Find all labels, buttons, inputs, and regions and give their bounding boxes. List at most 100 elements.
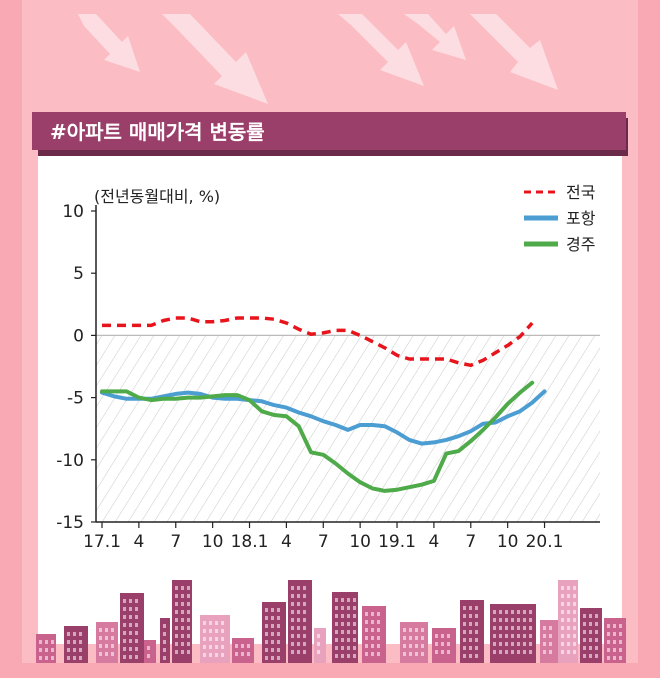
building-window xyxy=(347,654,350,658)
building-window xyxy=(493,610,496,614)
building-window xyxy=(475,606,478,610)
building-window xyxy=(135,599,138,603)
building-window xyxy=(123,647,126,651)
building-window xyxy=(409,628,412,632)
building-window xyxy=(297,618,300,622)
building-window xyxy=(493,618,496,622)
building-window xyxy=(463,606,466,610)
building-window xyxy=(595,646,598,650)
building-window xyxy=(377,652,380,656)
building-window xyxy=(203,637,206,641)
building-window xyxy=(365,612,368,616)
building-window xyxy=(573,642,576,646)
building-window xyxy=(265,616,268,620)
building-window xyxy=(475,622,478,626)
building-window xyxy=(123,631,126,635)
y-tick-label: -5 xyxy=(67,389,84,409)
building-window xyxy=(181,650,184,654)
building-window xyxy=(505,618,508,622)
x-tick-label: 20.1 xyxy=(526,532,564,552)
series-layer xyxy=(100,316,547,493)
building-window xyxy=(181,618,184,622)
building-window xyxy=(291,618,294,622)
building-window xyxy=(335,606,338,610)
building-window xyxy=(277,648,280,652)
building-window xyxy=(187,586,190,590)
building-window xyxy=(463,638,466,642)
building-window xyxy=(589,630,592,634)
building-window xyxy=(297,626,300,630)
building-window xyxy=(291,634,294,638)
building-window xyxy=(493,650,496,654)
building-window xyxy=(347,646,350,650)
building-window xyxy=(45,656,48,660)
building-window xyxy=(573,634,576,638)
building-window xyxy=(129,655,132,659)
down-arrow-icon xyxy=(162,14,268,104)
building-window xyxy=(291,650,294,654)
y-tick-label: -10 xyxy=(56,451,84,471)
building-window xyxy=(475,630,478,634)
building-window xyxy=(511,610,514,614)
building-window xyxy=(175,634,178,638)
building-window xyxy=(421,644,424,648)
building-window xyxy=(619,640,622,644)
building-window xyxy=(415,652,418,656)
building-window xyxy=(129,615,132,619)
building-window xyxy=(335,646,338,650)
building-window xyxy=(567,610,570,614)
building-window xyxy=(403,652,406,656)
building-window xyxy=(51,656,54,660)
building-window xyxy=(341,606,344,610)
building-window xyxy=(573,602,576,606)
building-window xyxy=(303,634,306,638)
building-window xyxy=(303,610,306,614)
building-window xyxy=(291,626,294,630)
building-window xyxy=(353,630,356,634)
building-window xyxy=(181,634,184,638)
building-window xyxy=(291,642,294,646)
x-tick-label: 10 xyxy=(497,532,519,552)
building-window xyxy=(499,650,502,654)
building-window xyxy=(583,654,586,658)
building-window xyxy=(347,598,350,602)
building-window xyxy=(371,636,374,640)
building-window xyxy=(403,644,406,648)
down-arrow-icon xyxy=(404,14,466,60)
building-window xyxy=(105,628,108,632)
building-window xyxy=(187,626,190,630)
building-window xyxy=(353,614,356,618)
building-window xyxy=(607,632,610,636)
building-window xyxy=(347,606,350,610)
building-window xyxy=(529,626,532,630)
building-window xyxy=(51,648,54,652)
building-window xyxy=(613,656,616,660)
building-window xyxy=(221,653,224,657)
ground-strip xyxy=(22,663,638,678)
building-window xyxy=(215,621,218,625)
building-window xyxy=(181,626,184,630)
legend-label: 포항 xyxy=(566,209,596,228)
building-window xyxy=(147,646,150,650)
building-window xyxy=(303,618,306,622)
building-window xyxy=(317,642,320,646)
building-window xyxy=(567,586,570,590)
building-window xyxy=(79,632,82,636)
building-window xyxy=(523,650,526,654)
building-window xyxy=(499,610,502,614)
building-window xyxy=(175,618,178,622)
building-window xyxy=(123,655,126,659)
building-window xyxy=(607,640,610,644)
building-window xyxy=(441,634,444,638)
building-window xyxy=(181,586,184,590)
x-tick-label: 19.1 xyxy=(378,532,416,552)
building-window xyxy=(111,644,114,648)
building-window xyxy=(517,610,520,614)
building-window xyxy=(99,652,102,656)
building-window xyxy=(589,614,592,618)
building-window xyxy=(583,630,586,634)
building-window xyxy=(39,640,42,644)
building-window xyxy=(303,642,306,646)
